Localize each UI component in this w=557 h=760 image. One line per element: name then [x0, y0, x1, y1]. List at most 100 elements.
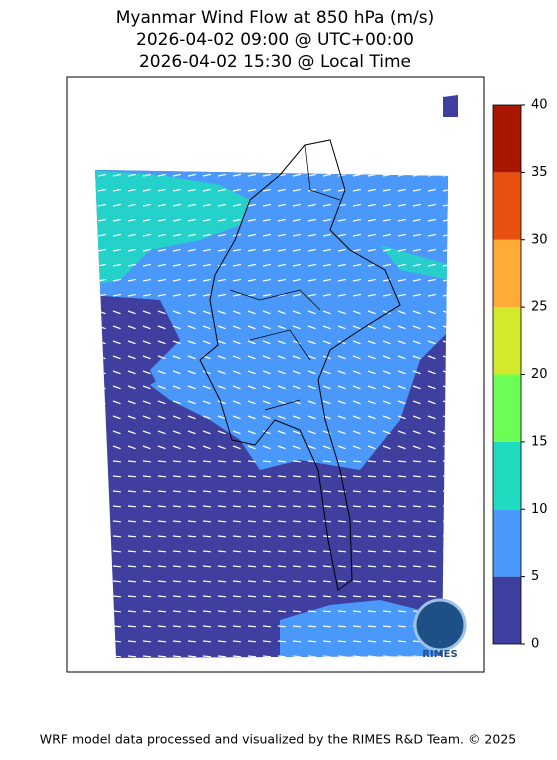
wind-arrow [442, 580, 448, 583]
wind-arrow [307, 580, 317, 583]
wind-arrow [142, 173, 151, 177]
wind-arrow [427, 445, 436, 450]
wind-arrow [352, 655, 362, 658]
wind-arrow [337, 400, 346, 405]
wind-arrow [187, 278, 196, 282]
wind-arrow [217, 325, 226, 330]
wind-arrow [97, 550, 107, 553]
wind-arrow [232, 595, 242, 598]
wind-arrow [427, 400, 436, 405]
wind-arrow [337, 355, 346, 360]
wind-arrow [262, 385, 271, 390]
wind-arrow [247, 370, 256, 375]
wind-arrow [322, 490, 332, 493]
wind-arrow [127, 610, 137, 613]
wind-arrow [157, 475, 167, 478]
wind-arrow [232, 490, 242, 493]
wind-arrow [292, 475, 302, 478]
wind-arrow [187, 415, 196, 420]
colorbar-tick-label: 5 [531, 569, 539, 584]
wind-arrow [337, 248, 346, 252]
colorbar-tick-label: 25 [531, 300, 548, 315]
wind-arrow [112, 490, 122, 493]
wind-arrow [427, 340, 436, 345]
wind-arrow [382, 460, 392, 463]
wind-arrow [127, 595, 137, 598]
wind-arrow [412, 430, 421, 435]
wind-arrow [187, 550, 197, 553]
wind-arrow [112, 293, 121, 297]
wind-arrow [352, 580, 362, 583]
wind-arrow [262, 535, 272, 538]
wind-arrow [247, 430, 256, 435]
wind-arrow [412, 520, 422, 523]
wind-arrow [292, 370, 301, 375]
wind-arrow [172, 580, 182, 583]
wind-arrow [262, 460, 272, 463]
wind-arrow [142, 400, 151, 405]
wind-arrow [412, 460, 422, 463]
wind-arrow [322, 580, 332, 583]
wind-arrow [217, 340, 226, 345]
wind-arrow [262, 310, 271, 315]
wind-arrow [142, 355, 151, 360]
wind-arrow [157, 188, 166, 192]
wind-arrow [277, 355, 286, 360]
wind-arrow [112, 340, 121, 345]
wind-arrow [442, 550, 448, 553]
wind-arrow [112, 370, 121, 375]
wind-arrow [277, 218, 286, 222]
wind-arrow [397, 340, 406, 345]
wind-arrow [202, 248, 211, 252]
colorbar-segment [493, 239, 521, 308]
wind-arrow [187, 625, 197, 628]
wind-arrow [97, 505, 107, 508]
wind-arrow [97, 233, 106, 237]
wind-arrow [262, 565, 272, 568]
wind-arrow [142, 248, 151, 252]
wind-arrow [202, 520, 212, 523]
wind-arrow [427, 595, 437, 598]
wind-arrow [277, 565, 287, 568]
wind-arrow [307, 188, 316, 192]
wind-arrow [307, 340, 316, 345]
wind-arrow [127, 263, 136, 267]
wind-arrow [397, 490, 407, 493]
wind-arrow [307, 173, 316, 177]
wind-arrow [397, 640, 407, 643]
wind-arrow [232, 400, 241, 405]
colorbar-tick-label: 35 [531, 165, 548, 180]
wind-arrow [127, 490, 137, 493]
wind-arrow [427, 490, 437, 493]
wind-arrow [232, 520, 242, 523]
wind-arrow [337, 595, 347, 598]
wind-arrow [202, 415, 211, 420]
wind-arrow [352, 173, 361, 177]
wind-arrow [262, 505, 272, 508]
wind-arrow [262, 188, 271, 192]
wind-arrow [397, 520, 407, 523]
wind-arrow [202, 188, 211, 192]
wind-arrow [322, 385, 331, 390]
wind-arrow [292, 505, 302, 508]
wind-arrow [277, 520, 287, 523]
wind-arrow [262, 218, 271, 222]
wind-arrow [397, 550, 407, 553]
wind-arrow [112, 203, 121, 207]
wind-arrow [157, 505, 167, 508]
wind-arrow [247, 385, 256, 390]
wind-arrow [337, 430, 346, 435]
wind-arrow [397, 535, 407, 538]
wind-arrow [157, 460, 167, 463]
wind-arrow [382, 595, 392, 598]
wind-arrow [412, 400, 421, 405]
wind-arrow [427, 385, 436, 390]
wind-arrow [442, 490, 448, 493]
wind-arrow [367, 385, 376, 390]
wind-arrow [367, 278, 376, 282]
wind-arrow [157, 580, 167, 583]
wind-arrow [352, 490, 362, 493]
wind-arrow [337, 325, 346, 330]
wind-arrow [127, 248, 136, 252]
wind-arrow [187, 370, 196, 375]
